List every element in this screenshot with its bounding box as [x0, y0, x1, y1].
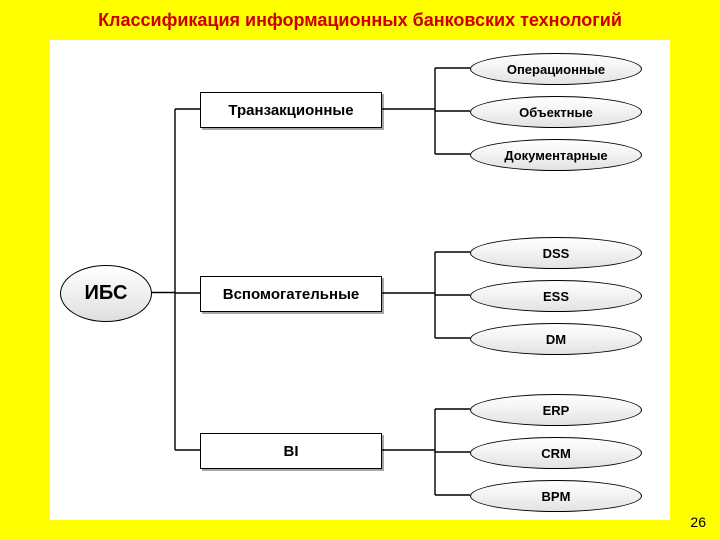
- mid-node-auxiliary: Вспомогательные: [200, 276, 382, 312]
- leaf-label: Операционные: [507, 62, 605, 77]
- leaf-node: DM: [470, 323, 642, 355]
- leaf-label: DSS: [543, 246, 570, 261]
- leaf-label: DM: [546, 332, 566, 347]
- root-label: ИБС: [85, 282, 128, 305]
- leaf-node: DSS: [470, 237, 642, 269]
- slide-page: Классификация информационных банковских …: [0, 0, 720, 540]
- page-number: 26: [690, 514, 706, 530]
- leaf-node: CRM: [470, 437, 642, 469]
- leaf-label: Объектные: [519, 105, 593, 120]
- leaf-node: Объектные: [470, 96, 642, 128]
- leaf-node: Документарные: [470, 139, 642, 171]
- mid-label: Вспомогательные: [223, 286, 360, 303]
- leaf-node: BPM: [470, 480, 642, 512]
- leaf-label: ESS: [543, 289, 569, 304]
- page-title: Классификация информационных банковских …: [0, 10, 720, 31]
- leaf-label: BPM: [542, 489, 571, 504]
- leaf-node: ERP: [470, 394, 642, 426]
- root-node: ИБС: [60, 265, 152, 322]
- leaf-label: CRM: [541, 446, 571, 461]
- leaf-node: Операционные: [470, 53, 642, 85]
- mid-node-transactional: Транзакционные: [200, 92, 382, 128]
- mid-label: Транзакционные: [228, 102, 353, 119]
- mid-node-bi: BI: [200, 433, 382, 469]
- mid-label: BI: [284, 443, 299, 460]
- leaf-label: ERP: [543, 403, 570, 418]
- leaf-node: ESS: [470, 280, 642, 312]
- leaf-label: Документарные: [504, 148, 607, 163]
- diagram-canvas: ИБС Транзакционные Вспомогательные BI Опер…: [50, 40, 670, 520]
